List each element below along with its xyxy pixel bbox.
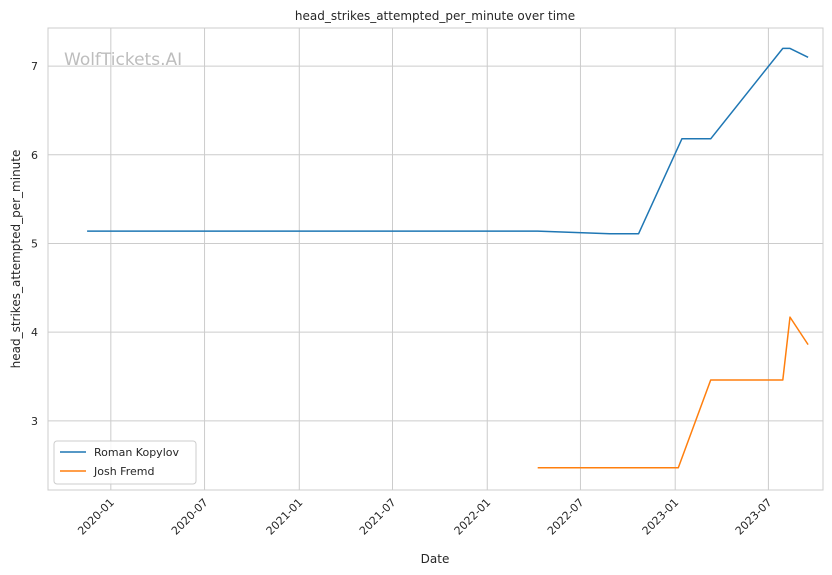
x-tick-label: 2021-01 [264,496,306,538]
x-tick-label: 2022-01 [452,496,494,538]
y-tick-label: 7 [31,60,38,73]
grid-lines [48,28,823,490]
x-tick-label: 2023-07 [733,496,775,538]
series-layer [87,47,809,469]
series-line-josh-fremd [537,316,809,469]
legend: Roman Kopylov Josh Fremd [53,440,197,485]
y-tick-label: 5 [31,237,38,250]
y-axis-ticks: 3 4 5 6 7 [31,60,38,428]
chart-title: head_strikes_attempted_per_minute over t… [295,9,575,23]
series-line-roman-kopylov [87,47,809,235]
x-tick-label: 2022-07 [545,496,587,538]
y-tick-label: 4 [31,326,38,339]
x-tick-label: 2020-07 [169,496,211,538]
plot-frame [47,27,824,491]
legend-label-roman-kopylov: Roman Kopylov [94,446,179,459]
plot-background [48,28,823,490]
legend-label-josh-fremd: Josh Fremd [93,465,154,478]
x-tick-label: 2023-01 [640,496,682,538]
x-axis-title: Date [421,552,450,566]
y-tick-label: 3 [31,415,38,428]
legend-box [53,440,197,485]
watermark-text: WolfTickets.AI [64,50,182,70]
x-tick-label: 2021-07 [357,496,399,538]
y-axis-title: head_strikes_attempted_per_minute [9,150,23,369]
x-axis-ticks: 2020-01 2020-07 2021-01 2021-07 2022-01 2022-… [75,496,774,538]
y-tick-label: 6 [31,149,38,162]
x-tick-label: 2020-01 [75,496,117,538]
